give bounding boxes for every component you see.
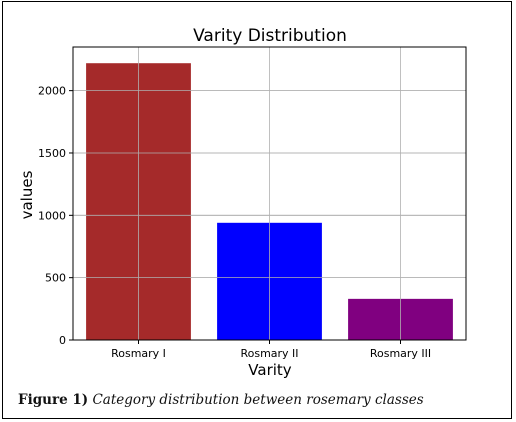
chart-title: Varity Distribution [193,26,347,46]
x-axis-ticks: Rosmary I Rosmary II Rosmary III [111,340,431,360]
y-tick-label: 0 [59,334,66,347]
y-tick-label: 1500 [38,147,66,160]
y-tick-label: 1000 [38,209,66,222]
y-tick-label: 2000 [38,85,66,98]
y-tick-label: 500 [45,272,66,285]
y-axis-label: values [18,170,36,219]
caption-text: Category distribution between rosemary c… [92,392,424,408]
x-tick-label: Rosmary II [240,347,298,360]
x-axis-label: Varity [248,361,292,379]
caption-label: Figure 1) [18,392,89,408]
y-axis-ticks: 0 500 1000 1500 2000 [38,85,73,347]
figure-caption: Figure 1) Category distribution between … [18,392,424,408]
x-tick-label: Rosmary I [111,347,166,360]
x-tick-label: Rosmary III [370,347,431,360]
